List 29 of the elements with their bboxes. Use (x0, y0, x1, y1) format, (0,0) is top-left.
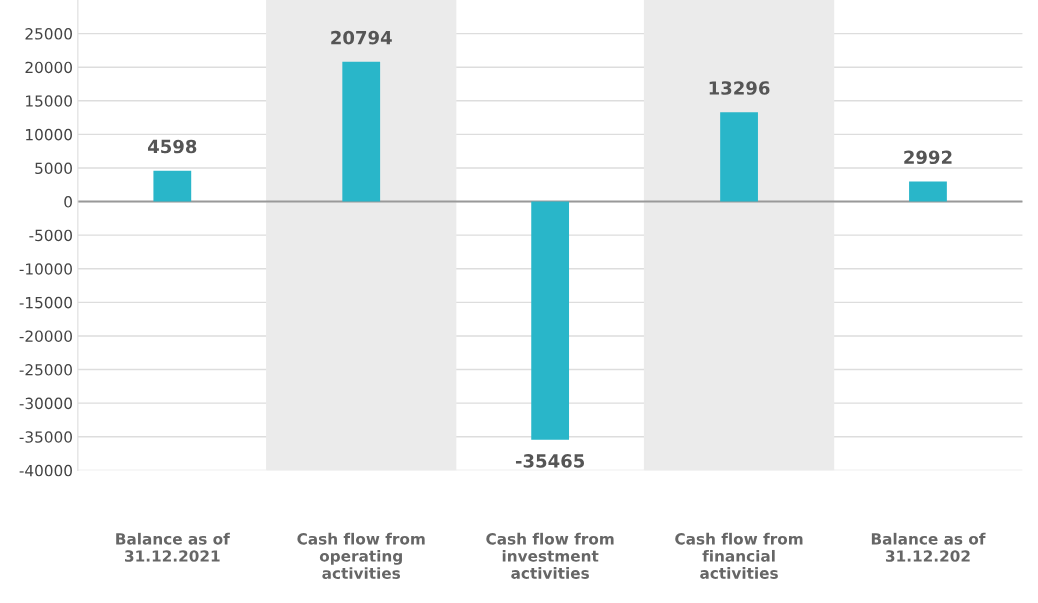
y-tick-label: -20000 (19, 330, 72, 342)
y-tick-label: -30000 (19, 397, 72, 410)
y-tick-label: -10000 (19, 263, 72, 275)
y-tick-label: -40000 (19, 464, 72, 477)
data-label: 2992 (904, 150, 952, 165)
y-tick-label: 10000 (26, 128, 72, 141)
data-label: -35465 (515, 454, 585, 468)
bar (153, 170, 192, 202)
x-tick-label: Cash flow from financial activities (675, 532, 803, 579)
y-tick-label: 25000 (25, 28, 72, 40)
y-tick-label: 15000 (26, 95, 72, 107)
x-tick-label: Balance as of 31.12.202 (871, 532, 986, 562)
bar (531, 201, 570, 440)
x-tick-label: Balance as of 31.12.2021 (116, 532, 230, 562)
data-label: 4598 (148, 139, 197, 154)
y-tick-label: 20000 (25, 61, 72, 74)
data-label: 13296 (709, 81, 770, 95)
y-tick-label: -25000 (19, 364, 72, 376)
x-tick-label: Cash flow from investment activities (486, 532, 614, 579)
data-label: 20794 (331, 30, 392, 45)
x-tick-label: Cash flow from operating activities (297, 532, 425, 579)
y-tick-label: 5000 (35, 162, 72, 174)
y-tick-label: -5000 (29, 229, 72, 242)
y-tick-label: -35000 (19, 431, 72, 443)
y-tick-label: 0 (64, 196, 72, 208)
bar (909, 181, 947, 202)
bar (342, 61, 381, 202)
bar (720, 112, 758, 202)
y-tick-label: -15000 (19, 296, 72, 309)
